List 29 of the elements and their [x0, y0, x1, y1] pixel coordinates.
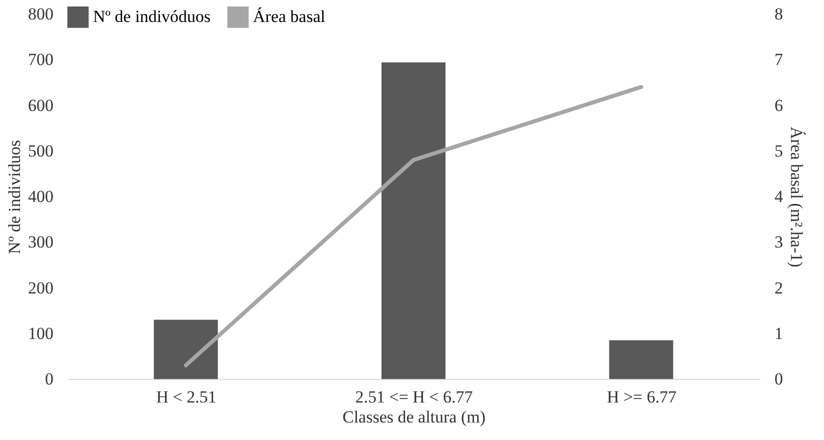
y-tick-label: 500: [28, 141, 54, 160]
x-tick-label: 2.51 <= H < 6.77: [355, 388, 474, 406]
legend-label: Área basal: [253, 7, 326, 26]
y-tick-label: 100: [28, 324, 54, 343]
bar: [609, 340, 674, 379]
y2-tick-label: 4: [774, 187, 784, 206]
y-tick-label: 200: [28, 278, 54, 298]
y2-tick-label: 1: [774, 324, 783, 343]
y-tick-label: 400: [28, 187, 54, 206]
y-tick-label: 700: [28, 50, 54, 70]
y2-axis-title: Área basal (m².ha-1): [787, 126, 806, 268]
y2-tick-label: 6: [774, 96, 783, 115]
y2-tick-label: 3: [774, 232, 783, 252]
bar: [154, 320, 218, 379]
y-tick-label: 800: [28, 4, 54, 24]
y-tick-label: 600: [28, 96, 54, 115]
bar: [382, 62, 446, 379]
legend-label: Nº de indivóduos: [93, 7, 211, 26]
y2-tick-label: 8: [774, 4, 783, 24]
y-tick-label: 300: [28, 232, 54, 252]
x-axis-title: Classes de altura (m): [342, 408, 486, 426]
y2-tick-label: 2: [774, 278, 783, 298]
y2-tick-label: 0: [774, 370, 783, 388]
y2-tick-label: 5: [774, 141, 783, 160]
y2-tick-label: 7: [774, 50, 784, 70]
y-tick-label: 0: [45, 370, 54, 388]
x-tick-label: H < 2.51: [156, 388, 216, 406]
x-tick-label: H >= 6.77: [606, 388, 678, 406]
y-axis-title: Nº de individuos: [5, 140, 24, 254]
